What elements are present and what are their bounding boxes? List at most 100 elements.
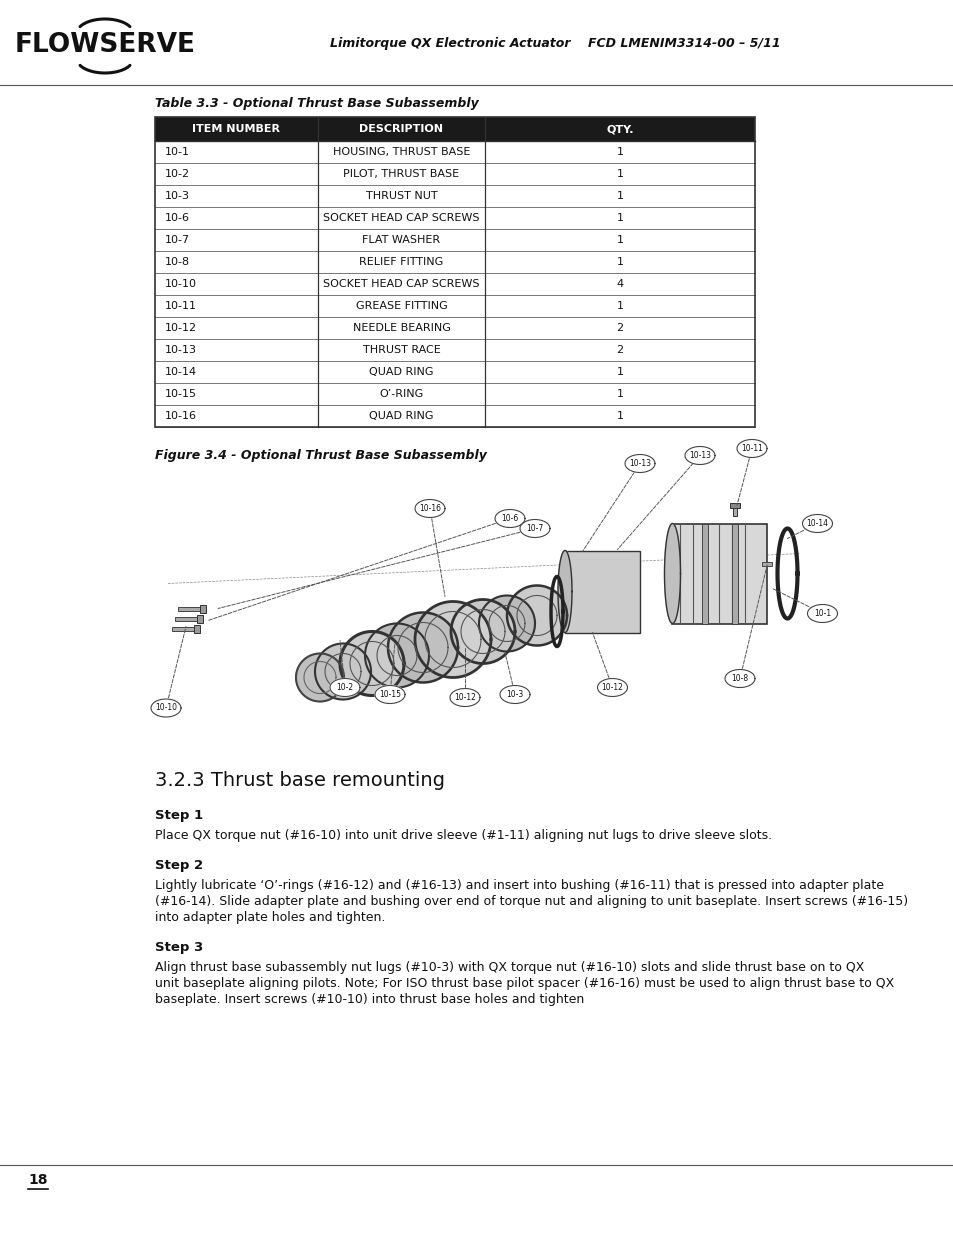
Polygon shape xyxy=(724,669,754,688)
Text: 2: 2 xyxy=(616,345,623,354)
Polygon shape xyxy=(365,624,429,688)
Text: 1: 1 xyxy=(616,169,623,179)
Text: 10-11: 10-11 xyxy=(165,301,196,311)
Text: ITEM NUMBER: ITEM NUMBER xyxy=(193,124,280,135)
Text: 10-3: 10-3 xyxy=(165,191,190,201)
Bar xyxy=(154,117,754,141)
Bar xyxy=(701,524,707,624)
Text: 10-1: 10-1 xyxy=(165,147,190,157)
Bar xyxy=(178,606,200,610)
Polygon shape xyxy=(801,515,832,532)
Polygon shape xyxy=(415,601,491,678)
Text: 1: 1 xyxy=(616,411,623,421)
Polygon shape xyxy=(519,520,550,537)
Bar xyxy=(564,551,639,632)
Text: Step 2: Step 2 xyxy=(154,860,203,872)
Text: 10-12: 10-12 xyxy=(601,683,622,692)
Text: Limitorque QX Electronic Actuator    FCD LMENIM3314-00 – 5/11: Limitorque QX Electronic Actuator FCD LM… xyxy=(330,37,780,49)
Polygon shape xyxy=(597,678,627,697)
Text: 1: 1 xyxy=(616,301,623,311)
Text: into adapter plate holes and tighten.: into adapter plate holes and tighten. xyxy=(154,911,385,924)
Text: 10-16: 10-16 xyxy=(418,504,440,513)
Polygon shape xyxy=(664,524,679,624)
Polygon shape xyxy=(495,510,524,527)
Polygon shape xyxy=(624,454,655,473)
Bar xyxy=(200,604,206,613)
Bar xyxy=(731,524,738,624)
Bar xyxy=(193,625,200,632)
Text: THRUST RACE: THRUST RACE xyxy=(362,345,440,354)
Text: HOUSING, THRUST BASE: HOUSING, THRUST BASE xyxy=(333,147,470,157)
Text: FLOWSERVE: FLOWSERVE xyxy=(14,32,195,58)
Polygon shape xyxy=(339,631,403,695)
Text: THRUST NUT: THRUST NUT xyxy=(365,191,436,201)
Bar xyxy=(729,503,740,508)
Bar xyxy=(196,615,203,622)
Text: SOCKET HEAD CAP SCREWS: SOCKET HEAD CAP SCREWS xyxy=(323,212,479,224)
Text: 10-1: 10-1 xyxy=(813,609,830,618)
Text: 10-16: 10-16 xyxy=(165,411,196,421)
Bar xyxy=(154,117,754,427)
Text: 10-2: 10-2 xyxy=(165,169,190,179)
Polygon shape xyxy=(506,585,566,646)
Text: Place QX torque nut (#16-10) into unit drive sleeve (#1-11) aligning nut lugs to: Place QX torque nut (#16-10) into unit d… xyxy=(154,829,771,842)
Polygon shape xyxy=(151,699,181,718)
Text: (#16-14). Slide adapter plate and bushing over end of torque nut and aligning to: (#16-14). Slide adapter plate and bushin… xyxy=(154,895,907,908)
Text: O’-RING: O’-RING xyxy=(379,389,423,399)
Polygon shape xyxy=(499,685,530,704)
Polygon shape xyxy=(295,653,344,701)
Text: 10-13: 10-13 xyxy=(628,459,650,468)
Polygon shape xyxy=(415,499,444,517)
Text: 1: 1 xyxy=(616,389,623,399)
Polygon shape xyxy=(737,440,766,457)
Polygon shape xyxy=(450,688,479,706)
Text: 10-6: 10-6 xyxy=(501,514,518,522)
Polygon shape xyxy=(375,685,405,704)
Text: 10-2: 10-2 xyxy=(336,683,354,692)
Text: PILOT, THRUST BASE: PILOT, THRUST BASE xyxy=(343,169,459,179)
Bar xyxy=(672,524,767,624)
Text: 10-8: 10-8 xyxy=(731,674,748,683)
Text: DESCRIPTION: DESCRIPTION xyxy=(359,124,443,135)
Polygon shape xyxy=(388,613,457,683)
Text: 10-6: 10-6 xyxy=(165,212,190,224)
Text: 10-12: 10-12 xyxy=(165,324,197,333)
Polygon shape xyxy=(451,599,515,663)
Text: Step 3: Step 3 xyxy=(154,941,203,953)
Text: Lightly lubricate ‘O’-rings (#16-12) and (#16-13) and insert into bushing (#16-1: Lightly lubricate ‘O’-rings (#16-12) and… xyxy=(154,879,883,892)
Text: 10-15: 10-15 xyxy=(165,389,196,399)
Text: 10-12: 10-12 xyxy=(454,693,476,701)
Text: NEEDLE BEARING: NEEDLE BEARING xyxy=(353,324,450,333)
Text: baseplate. Insert screws (#10-10) into thrust base holes and tighten: baseplate. Insert screws (#10-10) into t… xyxy=(154,993,583,1007)
Text: 1: 1 xyxy=(616,191,623,201)
Text: Align thrust base subassembly nut lugs (#10-3) with QX torque nut (#16-10) slots: Align thrust base subassembly nut lugs (… xyxy=(154,961,863,974)
Polygon shape xyxy=(558,551,572,632)
Text: 10-7: 10-7 xyxy=(165,235,190,245)
Polygon shape xyxy=(806,604,837,622)
Text: 10-3: 10-3 xyxy=(506,690,523,699)
Text: unit baseplate aligning pilots. Note; For ISO thrust base pilot spacer (#16-16) : unit baseplate aligning pilots. Note; Fo… xyxy=(154,977,893,990)
Text: Figure 3.4 - Optional Thrust Base Subassembly: Figure 3.4 - Optional Thrust Base Subass… xyxy=(154,450,486,462)
Bar xyxy=(174,616,196,620)
Text: 10-10: 10-10 xyxy=(154,704,177,713)
Text: 2: 2 xyxy=(616,324,623,333)
Text: 10-13: 10-13 xyxy=(165,345,196,354)
Text: QTY.: QTY. xyxy=(605,124,633,135)
Text: SOCKET HEAD CAP SCREWS: SOCKET HEAD CAP SCREWS xyxy=(323,279,479,289)
Text: 1: 1 xyxy=(616,147,623,157)
Text: 4: 4 xyxy=(616,279,623,289)
Polygon shape xyxy=(684,447,714,464)
Polygon shape xyxy=(478,595,535,652)
Text: 10-13: 10-13 xyxy=(688,451,710,459)
Text: QUAD RING: QUAD RING xyxy=(369,367,434,377)
Text: 10-14: 10-14 xyxy=(805,519,827,529)
Text: Step 1: Step 1 xyxy=(154,809,203,823)
Text: 10-8: 10-8 xyxy=(165,257,190,267)
Text: 1: 1 xyxy=(616,367,623,377)
Text: FLAT WASHER: FLAT WASHER xyxy=(362,235,440,245)
Bar xyxy=(761,562,772,566)
Text: 10-10: 10-10 xyxy=(165,279,196,289)
Text: QUAD RING: QUAD RING xyxy=(369,411,434,421)
Polygon shape xyxy=(314,643,371,699)
Text: 10-15: 10-15 xyxy=(378,690,400,699)
